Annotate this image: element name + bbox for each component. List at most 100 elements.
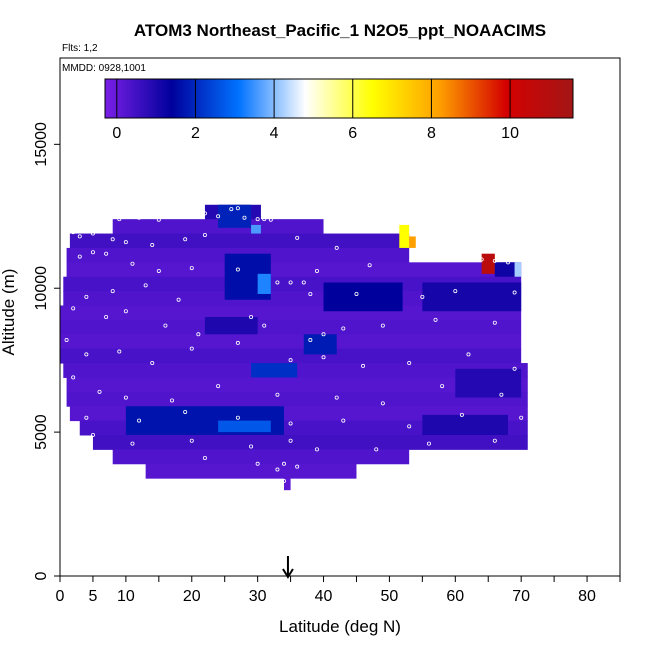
sample-point [275,467,280,472]
sample-point [255,461,260,466]
sample-point [71,375,76,380]
sample-point [255,217,260,222]
sample-point [130,261,135,266]
sample-point [84,352,89,357]
sample-point [479,257,484,262]
y-axis: 0 5000 10000 15000 [33,122,60,580]
sample-point [512,366,517,371]
field-feature [422,414,508,435]
sample-point [249,314,254,319]
sample-point [308,338,313,343]
sample-point [499,392,504,397]
x-tick-label: 20 [183,588,201,605]
sample-point [334,245,339,250]
sample-point [314,268,319,273]
x-tick-label: 5 [88,588,97,605]
sample-point [77,254,82,259]
sample-point [77,234,82,239]
sample-point [361,363,366,368]
x-tick-label: 40 [315,588,333,605]
sample-point [262,217,267,222]
sample-point [71,306,76,311]
colorbar-tick-label: 6 [348,125,357,142]
field-feature [323,282,403,312]
sample-point [314,447,319,452]
sample-point [295,235,300,240]
sample-point [367,263,372,268]
sample-point [459,412,464,417]
sample-point [308,291,313,296]
field-feature [494,262,515,277]
sample-point [169,398,174,403]
colorbar-tick-label: 2 [191,125,200,142]
sample-point [150,243,155,248]
field-feature [514,262,522,277]
field-feature [399,224,410,248]
sample-point [110,289,115,294]
sample-point [268,217,273,222]
sample-point [229,207,234,212]
plot-frame [59,57,621,577]
x-tick-label: 10 [117,588,135,605]
sample-point [202,211,207,216]
sample-point [334,395,339,400]
y-axis-label: Altitude (m) [0,269,18,356]
sample-point [90,231,95,236]
data-field [60,204,528,491]
field-row [92,434,528,450]
sample-point [189,438,194,443]
sample-point [512,290,517,295]
colorbar-tick-labels: 0 2 4 6 8 10 [112,79,519,142]
field-feature [257,273,271,294]
colorbar-tick-label: 10 [501,125,519,142]
dates-annotation: MMDD: 0928,1001 [62,63,146,74]
sample-point [380,401,385,406]
sample-point [433,317,438,322]
field-feature [422,282,522,312]
sample-point [275,280,280,285]
sample-point [466,248,471,253]
sample-point [519,415,524,420]
sample-point [97,389,102,394]
sample-point [64,409,69,414]
x-tick-label: 70 [512,588,530,605]
sample-point [473,256,478,261]
sample-point [281,461,286,466]
colorbar-tick-label: 0 [112,125,121,142]
sample-point [235,340,240,345]
sample-point [150,361,155,366]
sample-point [321,332,326,337]
sample-point [281,479,286,484]
sample-point [123,240,128,245]
sample-point [407,424,412,429]
sample-point [341,418,346,423]
y-tick-label: 10000 [33,266,50,311]
field-feature [204,317,258,335]
colorbar-tick-label: 8 [427,125,436,142]
y-tick-label: 5000 [33,414,50,450]
field-row [60,305,522,321]
y-tick-label: 0 [33,571,50,580]
sample-point [137,215,142,220]
sample-point [64,338,69,343]
x-axis-label: Latitude (deg N) [279,617,401,636]
field-feature [455,368,522,398]
field-row [284,478,291,491]
x-tick-label: 60 [446,588,464,605]
arrow-head [282,568,294,579]
sample-point [235,415,240,420]
sample-point [492,320,497,325]
field-row [145,463,357,479]
sample-point [71,230,76,235]
field-feature [251,363,298,378]
sample-point [90,250,95,255]
sample-point [163,323,168,328]
sample-points [64,206,524,484]
field-row [60,319,522,335]
field-row [66,377,528,393]
sample-point [183,237,188,242]
sample-point [183,409,188,414]
field-row [60,334,522,350]
sample-point [440,384,445,389]
